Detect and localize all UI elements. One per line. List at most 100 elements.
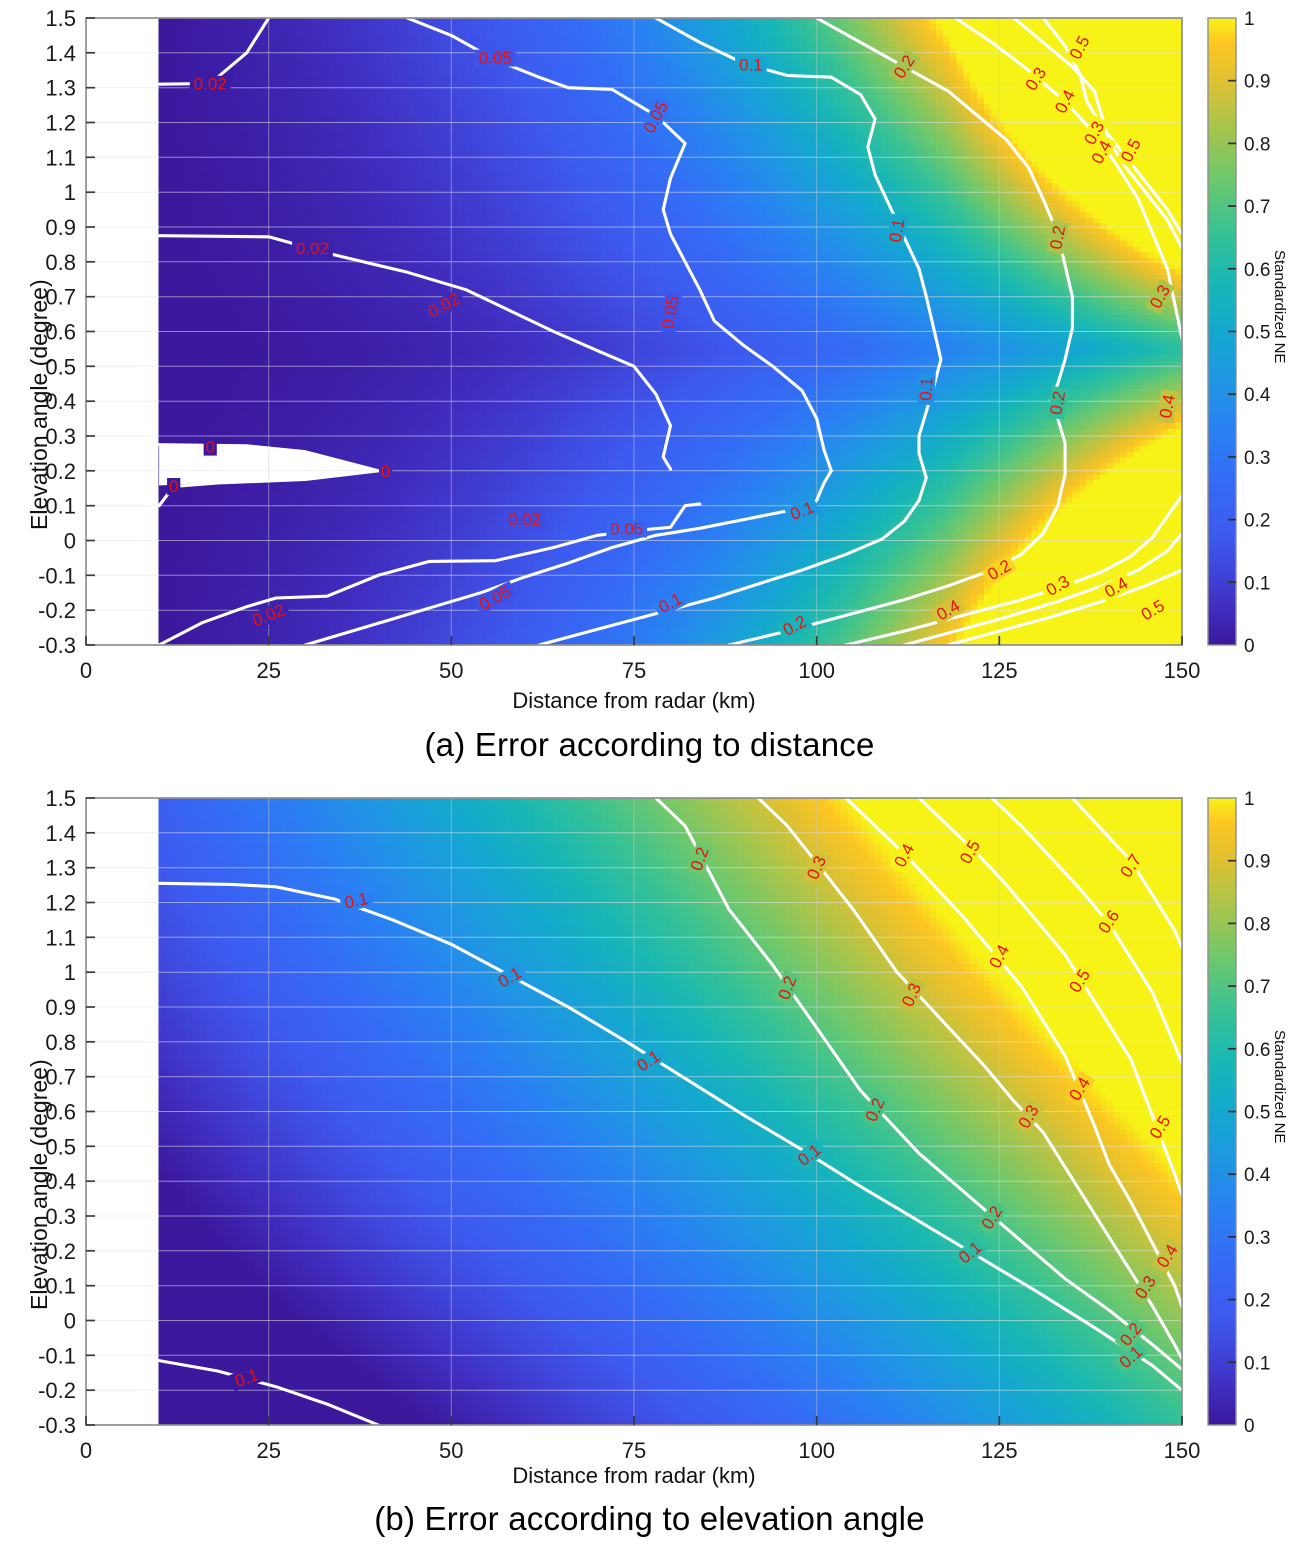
field-cell (274, 74, 283, 82)
field-cell (410, 576, 419, 583)
field-cell (342, 610, 351, 617)
field-cell (335, 593, 344, 600)
field-cell (356, 633, 365, 640)
field-cell (410, 97, 419, 104)
field-cell (254, 200, 262, 207)
field-cell (179, 148, 187, 156)
field-cell (404, 205, 412, 213)
field-cell (342, 302, 351, 310)
field-cell (274, 217, 283, 224)
field-cell (308, 559, 317, 566)
field-cell (335, 610, 344, 617)
field-cell (165, 74, 174, 82)
field-cell (376, 296, 385, 304)
field-cell (192, 239, 201, 247)
field-cell (315, 296, 324, 304)
field-cell (260, 393, 269, 401)
field-cell (213, 439, 221, 446)
field-cell (308, 564, 317, 572)
field-cell (199, 485, 208, 492)
field-cell (370, 507, 378, 515)
field-cell (438, 581, 446, 589)
field-cell (451, 599, 460, 606)
field-cell (288, 302, 296, 310)
field-cell (233, 513, 242, 520)
field-cell (179, 519, 187, 526)
field-cell (438, 177, 446, 184)
field-cell (288, 143, 296, 150)
field-cell (199, 34, 208, 42)
field-cell (233, 239, 242, 247)
field-cell (308, 68, 317, 76)
field-cell (356, 581, 365, 589)
field-cell (281, 348, 290, 355)
field-cell (370, 399, 378, 406)
field-cell (192, 428, 201, 435)
field-cell (404, 433, 412, 441)
field-cell (465, 456, 474, 463)
field-cell (404, 587, 412, 595)
field-cell (315, 268, 324, 275)
field-cell (356, 325, 365, 332)
field-cell (342, 148, 351, 156)
field-cell (206, 621, 215, 629)
field-cell (424, 388, 433, 395)
field-cell (233, 217, 242, 224)
field-cell (172, 405, 180, 412)
field-cell (465, 439, 474, 446)
field-cell (281, 342, 290, 349)
field-cell (390, 194, 399, 201)
field-cell (410, 160, 419, 167)
field-cell (342, 524, 351, 532)
field-cell (165, 257, 174, 264)
field-cell (370, 490, 378, 498)
field-cell (410, 314, 419, 321)
field-cell (451, 456, 460, 463)
field-cell (438, 627, 446, 634)
field-cell (363, 137, 371, 144)
field-cell (226, 131, 235, 139)
field-cell (424, 524, 433, 532)
field-cell (383, 593, 392, 600)
field-cell (335, 388, 344, 395)
field-cell (233, 405, 242, 412)
field-cell (192, 143, 201, 150)
field-cell (240, 371, 249, 378)
field-cell (254, 564, 262, 572)
field-cell (410, 428, 419, 435)
field-cell (301, 194, 310, 201)
field-cell (451, 485, 460, 492)
field-cell (185, 536, 194, 543)
field-cell (267, 245, 276, 253)
field-cell (356, 507, 365, 515)
field-cell (390, 559, 399, 566)
field-cell (247, 547, 255, 555)
field-cell (390, 86, 399, 93)
field-cell (315, 222, 324, 230)
field-cell (281, 376, 290, 384)
field-cell (254, 40, 262, 47)
field-cell (254, 291, 262, 298)
field-cell (179, 604, 187, 612)
field-cell (220, 177, 228, 184)
field-cell (390, 91, 399, 99)
field-cell (172, 245, 180, 253)
field-cell (342, 217, 351, 224)
field-cell (410, 604, 419, 612)
field-cell (417, 108, 426, 116)
field-cell (329, 405, 337, 412)
field-cell (233, 342, 242, 349)
field-cell (431, 148, 440, 156)
field-cell (424, 239, 433, 247)
field-cell (315, 257, 324, 264)
field-cell (397, 348, 405, 355)
field-cell (192, 610, 201, 617)
field-cell (376, 291, 385, 298)
field-cell (404, 604, 412, 612)
field-cell (445, 462, 453, 469)
field-cell (179, 120, 187, 127)
field-cell (445, 268, 453, 275)
field-cell (281, 131, 290, 139)
field-cell (192, 416, 201, 424)
field-cell (295, 200, 303, 207)
